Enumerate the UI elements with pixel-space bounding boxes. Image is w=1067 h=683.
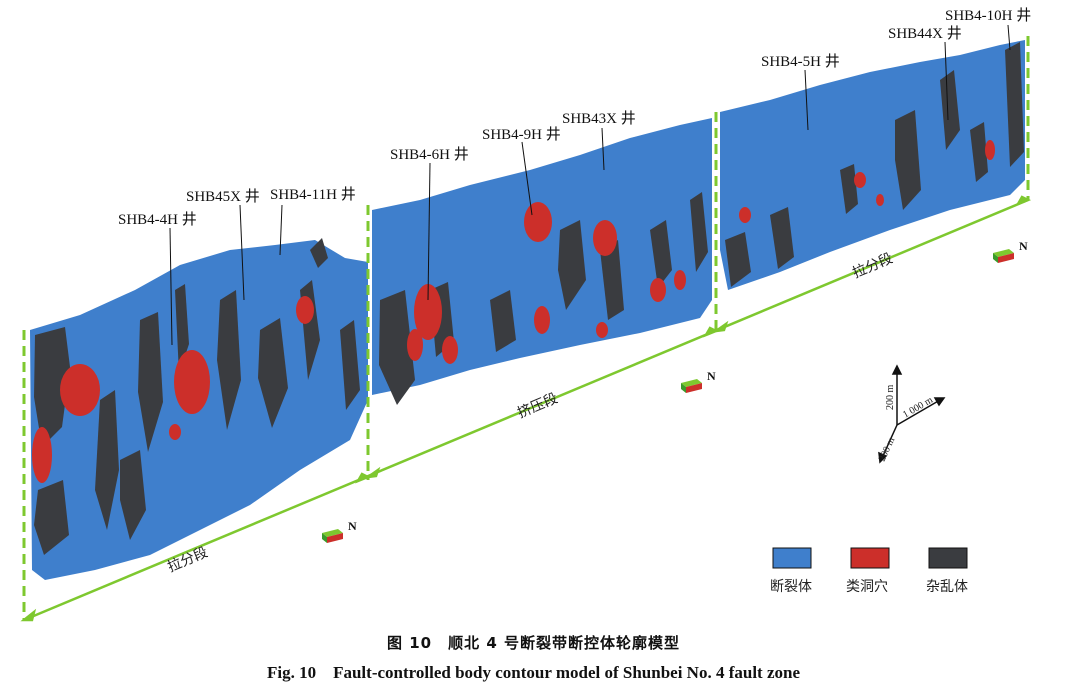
cave-bodies-left xyxy=(32,296,314,483)
well-label-shb4-10h: SHB4-10H 井 xyxy=(945,7,1031,24)
well-label-shb4-9h: SHB4-9H 井 xyxy=(482,126,561,143)
scale-vertical: 200 m xyxy=(885,385,896,411)
scale-depth: 200 m xyxy=(877,436,898,464)
cave-bodies-middle xyxy=(407,202,686,364)
legend-label-fracture: 断裂体 xyxy=(770,579,812,595)
well-label-shb4-4h: SHB4-4H 井 xyxy=(118,211,197,228)
legend-label-cave: 类洞穴 xyxy=(846,579,888,595)
north-label-2: N xyxy=(707,369,716,383)
cave-bodies-right xyxy=(739,140,995,223)
well-label-shb43x: SHB43X 井 xyxy=(562,110,636,127)
legend: 断裂体 类洞穴 杂乱体 xyxy=(770,547,968,595)
legend-swatch-fracture xyxy=(772,547,812,569)
well-label-shb4-5h: SHB4-5H 井 xyxy=(761,53,840,70)
block-left xyxy=(30,238,368,580)
block-right xyxy=(720,40,1025,290)
legend-swatch-chaotic xyxy=(928,547,968,569)
chaotic-bodies-middle xyxy=(379,192,708,405)
north-marker-2: N xyxy=(681,369,716,393)
fracture-body-middle xyxy=(372,118,712,395)
guide-baseline xyxy=(20,195,1032,622)
guide-lines xyxy=(22,36,1030,620)
well-leaders xyxy=(169,24,1011,346)
well-label-shb4-11h: SHB4-11H 井 xyxy=(270,186,356,203)
well-label-shb45x: SHB45X 井 xyxy=(186,188,260,205)
legend-label-chaotic: 杂乱体 xyxy=(926,579,968,595)
chaotic-bodies-right xyxy=(725,42,1024,287)
figure-caption-english: Fig. 10 Fault-controlled body contour mo… xyxy=(266,663,800,682)
well-label-shb44x: SHB44X 井 xyxy=(888,25,962,42)
north-marker-3: N xyxy=(993,239,1028,263)
figure-caption-chinese: 图 10 顺北 4 号断裂带断控体轮廓模型 xyxy=(387,634,680,652)
well-label-shb4-6h: SHB4-6H 井 xyxy=(390,146,469,163)
north-label-1: N xyxy=(348,519,357,533)
block-middle xyxy=(372,118,712,405)
legend-swatch-cave xyxy=(850,547,890,569)
segment-label-1: 拉分段 xyxy=(165,545,210,576)
north-label-3: N xyxy=(1019,239,1028,253)
segment-label-2: 挤压段 xyxy=(515,391,560,422)
scale-axes xyxy=(878,364,946,464)
scale-horizontal: 1 000 m xyxy=(901,395,935,421)
segment-label-3: 拉分段 xyxy=(850,251,895,282)
north-marker-1: N xyxy=(322,519,357,543)
